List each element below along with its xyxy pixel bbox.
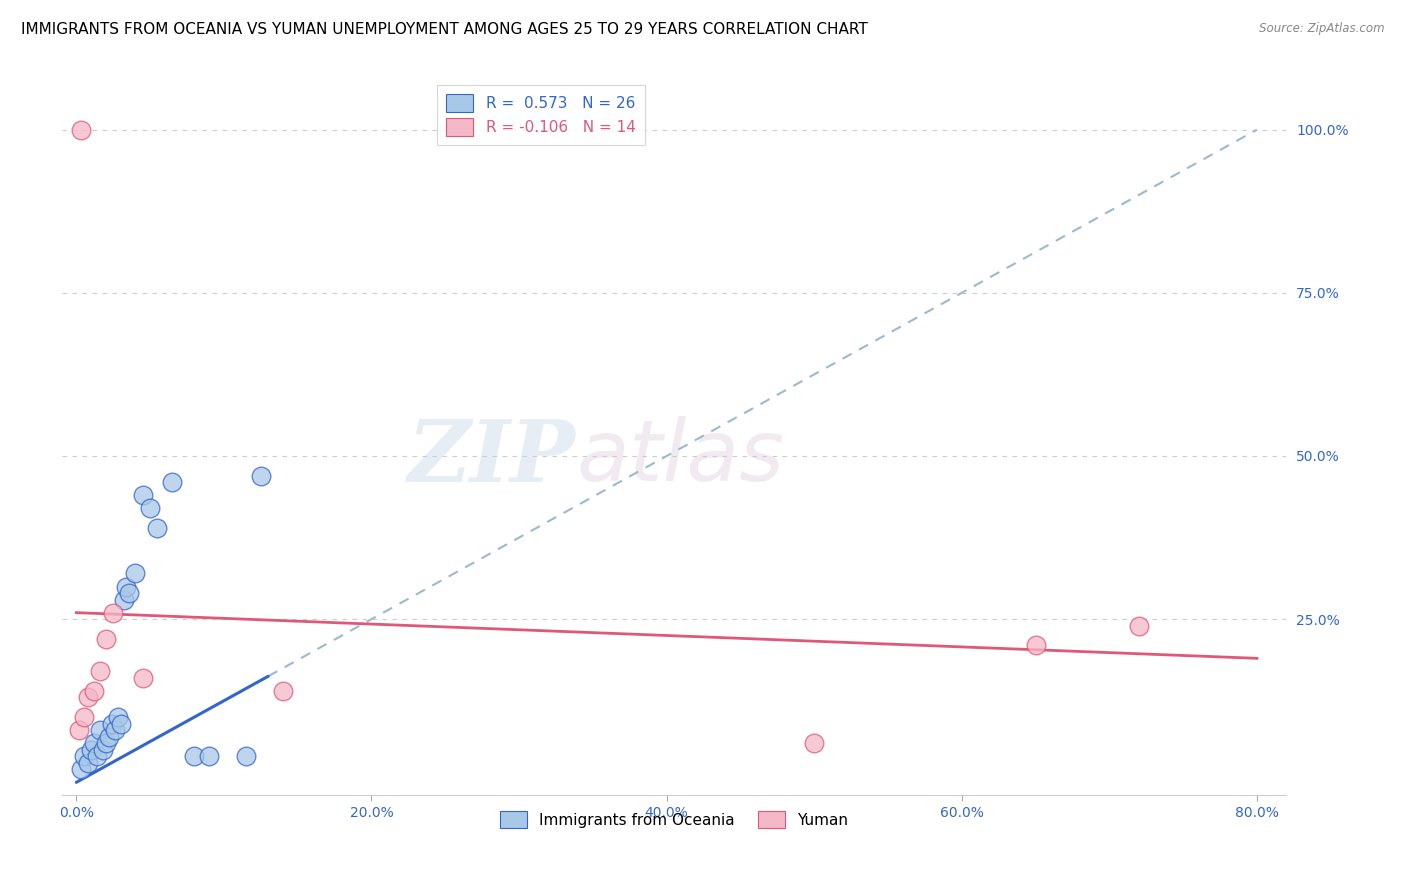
Point — [107, 710, 129, 724]
Point — [162, 475, 184, 489]
Point — [235, 749, 257, 764]
Point — [132, 488, 155, 502]
Point — [69, 122, 91, 136]
Point — [100, 716, 122, 731]
Point — [94, 736, 117, 750]
Point — [89, 723, 111, 738]
Point — [183, 749, 205, 764]
Point — [89, 665, 111, 679]
Point — [73, 710, 96, 724]
Point — [132, 671, 155, 685]
Point — [104, 723, 127, 738]
Point — [803, 736, 825, 750]
Point — [83, 736, 105, 750]
Point — [249, 468, 271, 483]
Point — [198, 749, 221, 764]
Point — [80, 742, 103, 756]
Point — [146, 521, 169, 535]
Point — [67, 723, 90, 738]
Point — [139, 501, 162, 516]
Point — [69, 762, 91, 776]
Point — [115, 580, 138, 594]
Point — [112, 592, 135, 607]
Point — [110, 716, 132, 731]
Point — [1128, 618, 1150, 632]
Point — [118, 586, 141, 600]
Point — [103, 606, 125, 620]
Point — [271, 684, 294, 698]
Text: IMMIGRANTS FROM OCEANIA VS YUMAN UNEMPLOYMENT AMONG AGES 25 TO 29 YEARS CORRELAT: IMMIGRANTS FROM OCEANIA VS YUMAN UNEMPLO… — [21, 22, 868, 37]
Point — [83, 684, 105, 698]
Point — [1025, 638, 1047, 652]
Text: ZIP: ZIP — [408, 417, 576, 500]
Point — [77, 690, 100, 705]
Point — [124, 566, 146, 581]
Text: Source: ZipAtlas.com: Source: ZipAtlas.com — [1260, 22, 1385, 36]
Point — [77, 756, 100, 770]
Text: atlas: atlas — [576, 417, 785, 500]
Legend: Immigrants from Oceania, Yuman: Immigrants from Oceania, Yuman — [494, 805, 855, 834]
Point — [97, 730, 120, 744]
Point — [94, 632, 117, 646]
Point — [86, 749, 108, 764]
Point — [91, 742, 114, 756]
Point — [73, 749, 96, 764]
